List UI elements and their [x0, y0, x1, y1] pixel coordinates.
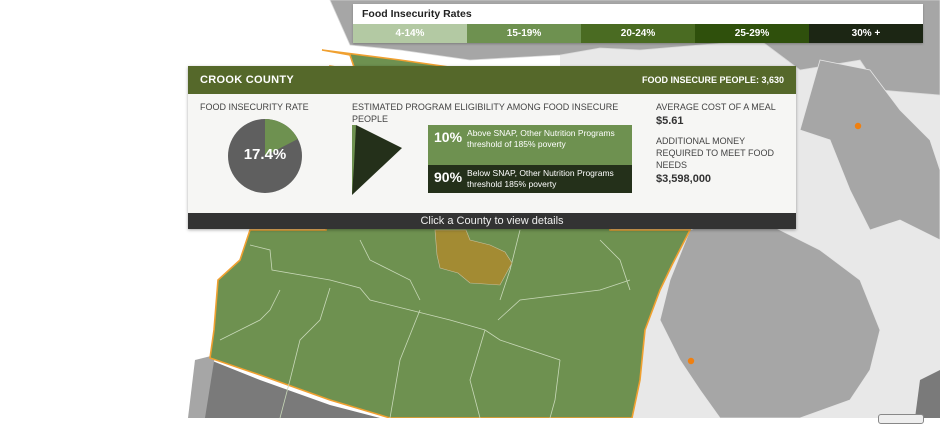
eligibility-above: 10% Above SNAP, Other Nutrition Programs…	[428, 125, 632, 165]
neighbor-counties-south[interactable]	[200, 360, 380, 418]
county-name: CROOK COUNTY	[200, 74, 295, 86]
eligibility-breakdown: 10% Above SNAP, Other Nutrition Programs…	[428, 125, 632, 193]
selected-county-crook[interactable]	[434, 229, 513, 286]
neighbor-counties-northeast[interactable]	[799, 59, 940, 241]
rate-pie-chart	[228, 119, 302, 193]
county-detail-panel: CROOK COUNTY FOOD INSECURE PEOPLE: 3,630…	[188, 66, 796, 229]
panel-header: CROOK COUNTY FOOD INSECURE PEOPLE: 3,630	[188, 66, 796, 94]
eligibility-below: 90% Below SNAP, Other Nutrition Programs…	[428, 165, 632, 193]
rate-label: FOOD INSECURITY RATE	[200, 102, 309, 112]
additional-money-value: $3,598,000	[656, 173, 712, 185]
additional-money-label: ADDITIONAL MONEY REQUIRED TO MEET FOOD N…	[656, 136, 775, 170]
eligibility-above-text: Above SNAP, Other Nutrition Programs thr…	[467, 128, 615, 149]
neighbor-county-dark[interactable]	[915, 370, 940, 418]
eligibility-pie-chart	[352, 125, 402, 195]
eligibility-above-pct: 10%	[434, 129, 463, 145]
legend-bin-25-29: 25-29%	[695, 24, 809, 43]
panel-footer-hint: Click a County to view details	[188, 213, 796, 229]
legend-bin-15-19: 15-19%	[467, 24, 581, 43]
legend: Food Insecurity Rates 4-14% 15-19% 20-24…	[353, 4, 923, 43]
eligibility-below-pct: 90%	[434, 169, 463, 185]
eligibility-label: ESTIMATED PROGRAM ELIGIBILITY AMONG FOOD…	[352, 102, 619, 124]
neighbor-counties-southwest[interactable]	[188, 355, 215, 418]
legend-bin-20-24: 20-24%	[581, 24, 695, 43]
eligibility-below-text: Below SNAP, Other Nutrition Programs thr…	[467, 168, 614, 189]
legend-bin-4-14: 4-14%	[353, 24, 467, 43]
meal-cost-label: AVERAGE COST OF A MEAL	[656, 102, 776, 112]
neighbor-counties-east[interactable]	[659, 209, 881, 418]
meal-cost-value: $5.61	[656, 115, 684, 127]
city-marker[interactable]	[854, 122, 862, 130]
legend-title: Food Insecurity Rates	[362, 8, 472, 20]
legend-bin-30-plus: 30% +	[809, 24, 923, 43]
city-marker[interactable]	[687, 357, 695, 365]
food-insecure-people: FOOD INSECURE PEOPLE: 3,630	[641, 75, 784, 85]
map-zoom-control[interactable]	[878, 414, 924, 424]
rate-value: 17.4%	[243, 146, 287, 163]
